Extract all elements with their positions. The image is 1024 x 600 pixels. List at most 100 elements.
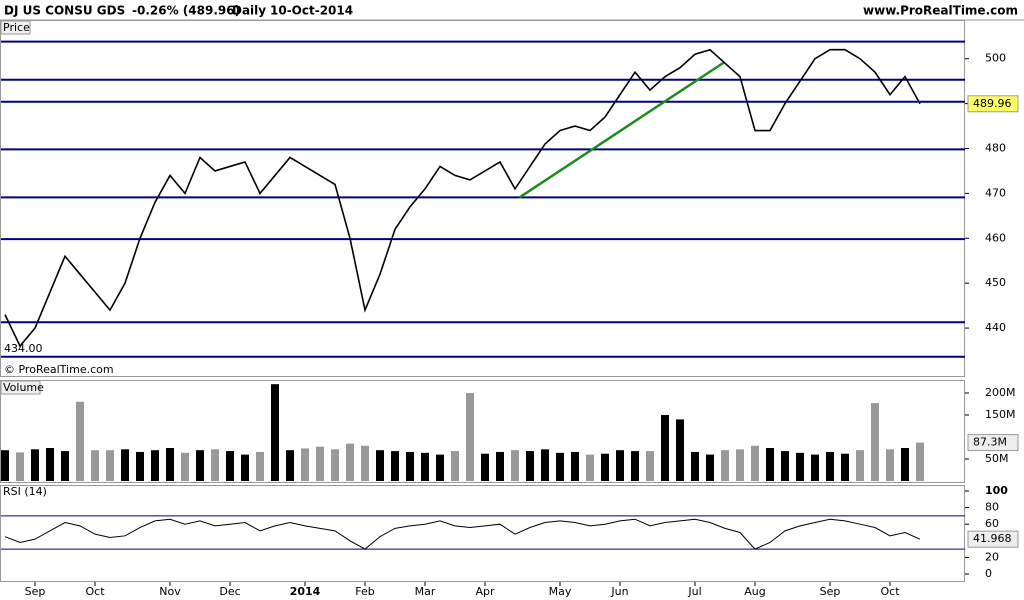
volume-bar [91, 450, 99, 481]
panel-title: Volume [3, 381, 44, 394]
volume-bar [376, 450, 384, 481]
volume-bar [781, 451, 789, 481]
volume-bar [196, 450, 204, 481]
volume-bar [286, 450, 294, 481]
change: -0.26% (489.96) [132, 4, 240, 18]
volume-bar [616, 450, 624, 481]
volume-bar [916, 442, 924, 481]
volume-bar [31, 449, 39, 481]
low-label: 434.00 [4, 342, 43, 355]
y-tick-label: 470 [985, 186, 1006, 199]
x-tick-label: Jun [610, 585, 628, 598]
last-value-box [967, 530, 1019, 548]
volume-bar [151, 450, 159, 481]
panel-title: Price [3, 21, 30, 34]
volume-bar [541, 449, 549, 481]
volume-bar [856, 450, 864, 481]
volume-bar [571, 451, 579, 481]
y-tick-label: 20 [985, 550, 999, 563]
site: www.ProRealTime.com [863, 4, 1018, 18]
volume-bar [241, 454, 249, 481]
y-tick-label: 80 [985, 501, 999, 514]
volume-bar [811, 454, 819, 481]
volume-bar [361, 445, 369, 481]
volume-bar [331, 449, 339, 481]
y-tick-label: 480 [985, 141, 1006, 154]
volume-bar [136, 451, 144, 481]
volume-bar [826, 451, 834, 481]
volume-bar [706, 454, 714, 481]
x-tick-label: Oct [85, 585, 105, 598]
volume-bar [421, 452, 429, 481]
symbol: DJ US CONSU GDS [4, 4, 125, 18]
price-panel [0, 20, 965, 377]
series-line [4, 518, 921, 550]
y-tick-label: 50M [985, 452, 1009, 465]
y-tick-label: 150M [985, 408, 1016, 421]
last-value: 489.96 [973, 97, 1012, 110]
x-tick-label: Oct [880, 585, 900, 598]
volume-bar [796, 452, 804, 481]
y-tick-label: 460 [985, 231, 1006, 244]
date: 10-Oct-2014 [270, 4, 353, 18]
volume-bar [106, 450, 114, 481]
x-tick-label: Dec [219, 585, 240, 598]
volume-bar [271, 384, 279, 481]
volume-bar [481, 453, 489, 481]
y-tick-label: 450 [985, 276, 1006, 289]
volume-bar [226, 451, 234, 481]
x-tick-label: Feb [355, 585, 374, 598]
last-value: 87.3M [973, 436, 1007, 449]
volume-bar [646, 451, 654, 481]
volume-bar [391, 451, 399, 481]
rsi-panel [0, 485, 965, 582]
series-line [4, 48, 921, 348]
volume-bar [676, 419, 684, 481]
volume-bar [721, 450, 729, 481]
volume-bar [691, 451, 699, 481]
volume-bar [211, 449, 219, 481]
x-tick-label: Aug [744, 585, 765, 598]
x-tick-label: 2014 [290, 585, 321, 598]
panel-title: RSI (14) [3, 485, 47, 498]
source: © ProRealTime.com [4, 363, 114, 376]
last-value-box [967, 434, 1019, 452]
volume-bar [256, 451, 264, 481]
volume-bar [61, 451, 69, 481]
volume-bar [586, 454, 594, 481]
panel-tag [0, 380, 41, 395]
volume-bar [76, 401, 84, 481]
last-value: 41.968 [973, 532, 1012, 545]
trendline [518, 61, 725, 199]
volume-bar [736, 449, 744, 481]
y-tick-label: 100 [985, 484, 1008, 497]
volume-bar [121, 449, 129, 481]
y-tick-label: 60 [985, 517, 999, 530]
volume-bar [166, 447, 174, 481]
y-tick-label: 500 [985, 52, 1006, 65]
volume-bar [316, 446, 324, 481]
volume-bar [631, 451, 639, 481]
volume-bar [1, 450, 9, 481]
x-tick-label: Nov [159, 585, 181, 598]
last-value-box [967, 95, 1019, 113]
volume-bar [751, 445, 759, 481]
x-tick-label: Sep [25, 585, 46, 598]
panel-tag [0, 20, 31, 35]
volume-bar [556, 452, 564, 481]
y-tick-label: 0 [985, 567, 992, 580]
volume-bar [16, 452, 24, 481]
volume-bar [871, 403, 879, 481]
volume-bar [661, 414, 669, 481]
volume-bar [436, 454, 444, 481]
interval: Daily [232, 4, 266, 18]
x-tick-label: Jul [687, 585, 701, 598]
volume-bar [466, 392, 474, 481]
volume-bar [766, 447, 774, 481]
volume-bar [406, 451, 414, 481]
volume-bar [301, 448, 309, 481]
volume-bar [511, 450, 519, 481]
